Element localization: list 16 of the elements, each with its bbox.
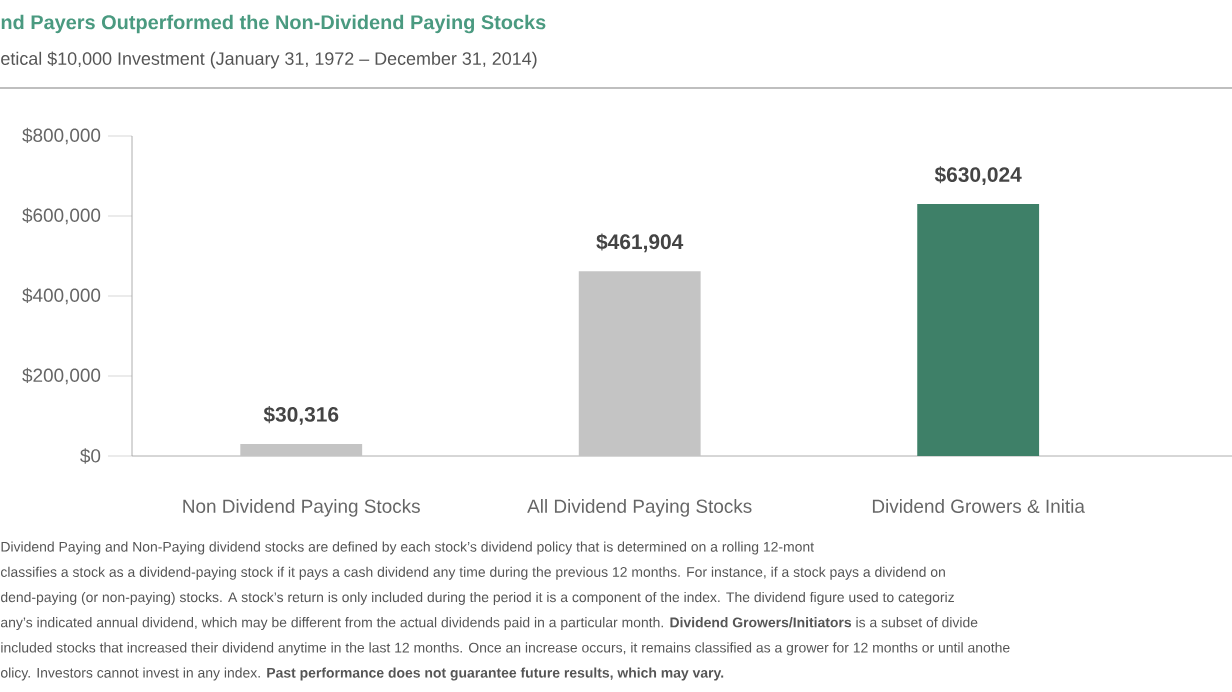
- y-tick-label: $800,000: [22, 127, 101, 145]
- data-label: $30,316: [263, 406, 339, 425]
- x-tick-label: Non Dividend Paying Stocks: [183, 499, 420, 517]
- chart-subtitle: etical $10,000 Investment (January 31, 1972 – December 31, 2014): [1, 51, 537, 69]
- y-tick-label: $600,000: [22, 207, 101, 225]
- y-tick-label: $400,000: [22, 287, 101, 305]
- bar: [917, 204, 1040, 457]
- bar: [240, 443, 363, 457]
- x-tick-label: All Dividend Paying Stocks: [527, 499, 752, 517]
- x-tick-label: Dividend Growers & Initia: [872, 499, 1085, 513]
- y-tick-label: $200,000: [22, 367, 101, 385]
- data-label: $630,024: [934, 166, 1022, 185]
- bar: [578, 271, 701, 457]
- data-label: $461,904: [596, 233, 684, 253]
- chart-title: nd Payers Outperformed the Non-Dividend Paying Stocks: [1, 14, 546, 34]
- y-tick-label: $0: [80, 448, 101, 464]
